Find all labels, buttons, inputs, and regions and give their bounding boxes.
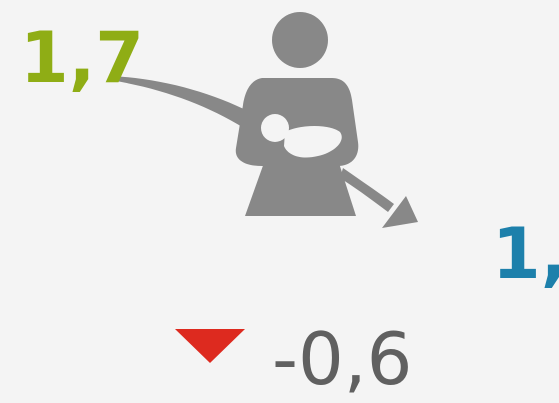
baby-head xyxy=(261,114,289,142)
down-triangle xyxy=(175,329,245,363)
head xyxy=(272,12,328,68)
before-value: 1,7 xyxy=(20,17,144,99)
mother-icon xyxy=(235,12,359,216)
arrow-head xyxy=(382,196,418,228)
arrow-body xyxy=(340,168,394,212)
change-value: -0,6 xyxy=(272,317,412,401)
baby-body xyxy=(284,126,342,158)
arrow-tail xyxy=(110,76,250,128)
after-value: 1,1 xyxy=(492,213,559,295)
baby-icon xyxy=(261,114,342,158)
dress xyxy=(245,160,356,216)
